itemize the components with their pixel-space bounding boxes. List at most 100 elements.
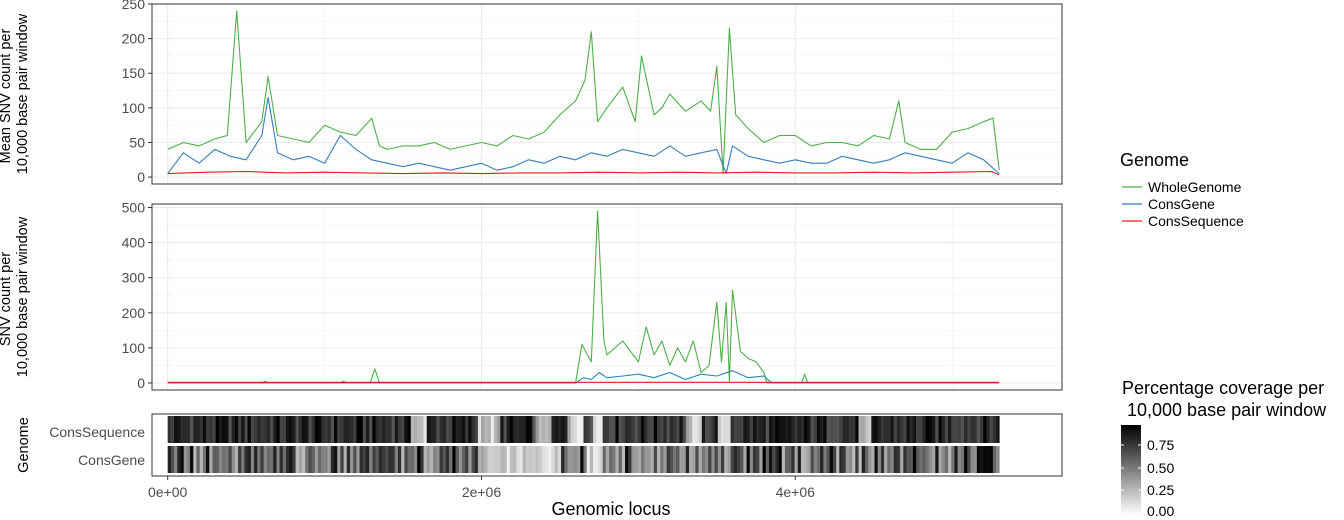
consgene-coverage-cell [417,446,421,473]
top-y-tick-label: 150 [122,65,146,81]
consgene-coverage-cell [730,446,735,473]
middle-y-axis-title-line2: 10,000 base pair window [15,216,31,377]
conssequence-coverage-cell [529,416,533,443]
conssequence-coverage-cell [800,416,805,443]
conssequence-coverage-cell [484,416,488,443]
conssequence-coverage-cell [784,416,789,443]
consgene-coverage-cell [928,446,933,473]
middle-y-tick-label: 200 [122,305,146,321]
consgene-coverage-cell [625,446,629,473]
conssequence-coverage-cell [449,416,453,443]
conssequence-coverage-cell [557,416,562,443]
legend-title-genome: Genome [1120,150,1189,170]
consgene-coverage-cell [394,446,399,473]
consgene-coverage-cell [986,446,991,473]
consgene-coverage-cell [433,446,437,473]
consgene-coverage-cell [832,446,837,473]
consgene-coverage-cell [708,446,712,473]
conssequence-coverage-cell [829,416,834,443]
middle-y-tick-label: 300 [122,270,146,286]
consgene-coverage-cell [270,446,274,473]
conssequence-coverage-cell [372,416,376,443]
consgene-coverage-cell [829,446,834,473]
conssequence-coverage-cell [234,416,239,443]
conssequence-coverage-cell [404,416,408,443]
consgene-coverage-cell [752,446,757,473]
conssequence-coverage-cell [500,416,504,443]
consgene-coverage-cell [209,446,213,473]
consgene-coverage-cell [647,446,652,473]
consgene-coverage-cell [800,446,805,473]
conssequence-coverage-cell [874,416,879,443]
consgene-coverage-cell [337,446,341,473]
conssequence-coverage-cell [292,416,297,443]
conssequence-coverage-cell [861,416,866,443]
conssequence-coverage-cell [695,416,700,443]
consgene-coverage-cell [919,446,923,473]
conssequence-coverage-cell [567,416,572,443]
conssequence-coverage-cell [778,416,783,443]
consgene-coverage-cell [637,446,642,473]
consgene-coverage-cell [206,446,210,473]
consgene-coverage-cell [202,446,207,473]
consgene-coverage-cell [727,446,731,473]
consgene-coverage-cell [455,446,460,473]
conssequence-coverage-cell [401,416,405,443]
conssequence-coverage-cell [954,416,959,443]
consgene-coverage-cell [250,446,255,473]
conssequence-coverage-cell [305,416,309,443]
consgene-coverage-cell [484,446,488,473]
conssequence-coverage-cell [976,416,981,443]
conssequence-coverage-cell [260,416,265,443]
conssequence-coverage-cell [884,416,888,443]
consgene-coverage-cell [813,446,818,473]
conssequence-coverage-cell [206,416,210,443]
conssequence-coverage-cell [327,416,332,443]
consgene-coverage-cell [887,446,891,473]
consgene-coverage-cell [660,446,664,473]
consgene-coverage-cell [701,446,706,473]
consgene-coverage-cell [823,446,827,473]
x-tick-label: 4e+06 [776,484,816,500]
conssequence-coverage-cell [673,416,677,443]
conssequence-coverage-cell [525,416,530,443]
conssequence-coverage-cell [868,416,872,443]
conssequence-coverage-cell [605,416,610,443]
conssequence-coverage-cell [465,416,469,443]
consgene-coverage-cell [957,446,962,473]
conssequence-coverage-cell [842,416,847,443]
consgene-coverage-cell [794,446,799,473]
conssequence-coverage-cell [714,416,719,443]
conssequence-coverage-cell [641,416,645,443]
conssequence-coverage-cell [916,416,920,443]
conssequence-coverage-cell [938,416,943,443]
consgene-coverage-cell [791,446,795,473]
conssequence-coverage-cell [602,416,607,443]
conssequence-coverage-cell [548,416,552,443]
conssequence-coverage-cell [190,416,194,443]
conssequence-coverage-cell [442,416,447,443]
consgene-coverage-cell [874,446,879,473]
consgene-coverage-cell [954,446,959,473]
middle-y-tick-label: 100 [122,340,146,356]
x-tick-label: 2e+06 [462,484,502,500]
conssequence-coverage-cell [935,416,939,443]
consgene-coverage-cell [653,446,658,473]
consgene-coverage-cell [980,446,984,473]
conssequence-coverage-cell [893,416,898,443]
conssequence-coverage-cell [727,416,731,443]
conssequence-coverage-cell [896,416,901,443]
top-panel: 0 50 100 150 200 250 Mean SNV count per 10,00… [0,0,1063,185]
consgene-coverage-cell [193,446,197,473]
conssequence-coverage-cell [689,416,693,443]
colorbar-label-000: 0.00 [1147,503,1174,519]
conssequence-coverage-cell [845,416,850,443]
conssequence-coverage-cell [225,416,229,443]
consgene-coverage-cell [711,446,715,473]
conssequence-coverage-cell [887,416,891,443]
consgene-coverage-cell [906,446,911,473]
conssequence-coverage-cell [522,416,527,443]
conssequence-coverage-cell [174,416,178,443]
consgene-coverage-cell [481,446,485,473]
conssequence-coverage-cell [391,416,396,443]
